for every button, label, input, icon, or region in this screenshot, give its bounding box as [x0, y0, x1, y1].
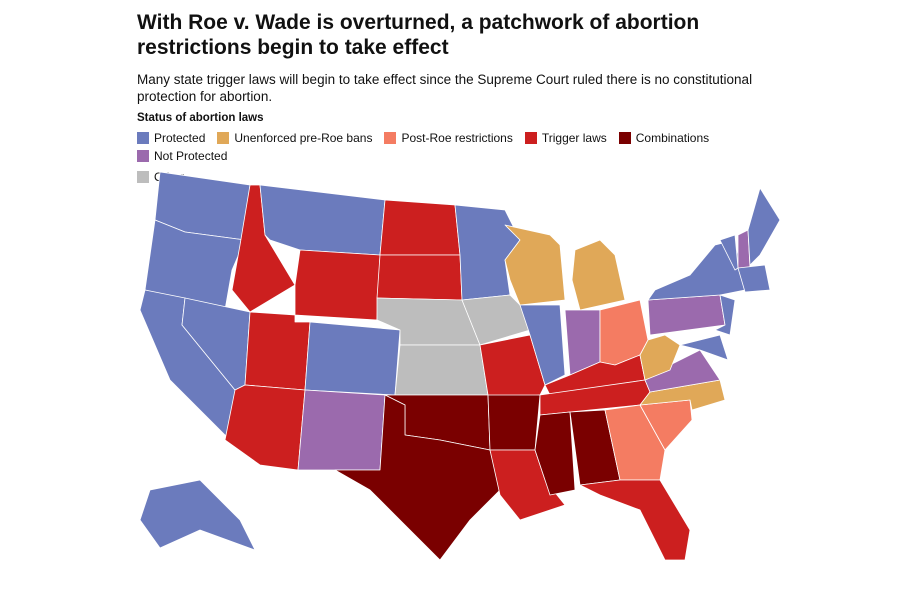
- state: [259, 184, 386, 256]
- state: [519, 304, 566, 386]
- state: [297, 389, 386, 471]
- legend-swatch: [137, 149, 149, 162]
- state: [304, 321, 401, 396]
- legend-label: Unenforced pre-Roe bans: [234, 130, 373, 145]
- state: [737, 264, 771, 293]
- legend-label: Post-Roe restrictions: [401, 130, 513, 145]
- legend-item: Combinations: [618, 130, 710, 145]
- legend-label: Trigger laws: [541, 130, 607, 145]
- legend-item: Not Protected: [137, 148, 227, 163]
- legend-title: Status of abortion laws: [137, 112, 264, 124]
- state: [224, 384, 306, 471]
- legend-swatch: [384, 131, 397, 144]
- state: [487, 394, 541, 451]
- legend-swatch: [524, 131, 537, 144]
- legend-swatch: [137, 170, 149, 183]
- legend-swatch: [137, 131, 149, 144]
- state: [376, 254, 463, 301]
- subtitle: Many state trigger laws will begin to ta…: [137, 72, 753, 104]
- state: [714, 294, 736, 336]
- legend-label: Not Protected: [154, 148, 228, 163]
- state: [394, 344, 489, 396]
- legend-label: Protected: [154, 130, 206, 145]
- state: [534, 411, 576, 496]
- legend-item: Unenforced pre-Roe bans: [217, 130, 372, 145]
- state: [244, 311, 311, 391]
- state: [294, 249, 381, 321]
- states: [139, 171, 781, 561]
- state: [747, 187, 781, 266]
- state: [647, 294, 726, 336]
- legend-item: Protected: [137, 130, 205, 145]
- state: [579, 479, 691, 561]
- state: [639, 334, 681, 381]
- state: [379, 199, 461, 256]
- state: [679, 334, 729, 361]
- legend: Protected Unenforced pre-Roe bans Post-Roe…: [137, 130, 777, 184]
- legend-item: Trigger laws: [524, 130, 607, 145]
- state: [454, 204, 521, 301]
- legend-label: Combinations: [635, 130, 710, 145]
- title: With Roe v. Wade is overturned, a patchw…: [137, 11, 700, 59]
- state: [334, 394, 501, 561]
- state: [571, 239, 626, 311]
- state: [139, 479, 256, 551]
- legend-swatch: [217, 131, 230, 144]
- legend-item: Post-Roe restrictions: [384, 130, 513, 145]
- legend-swatch: [618, 131, 631, 144]
